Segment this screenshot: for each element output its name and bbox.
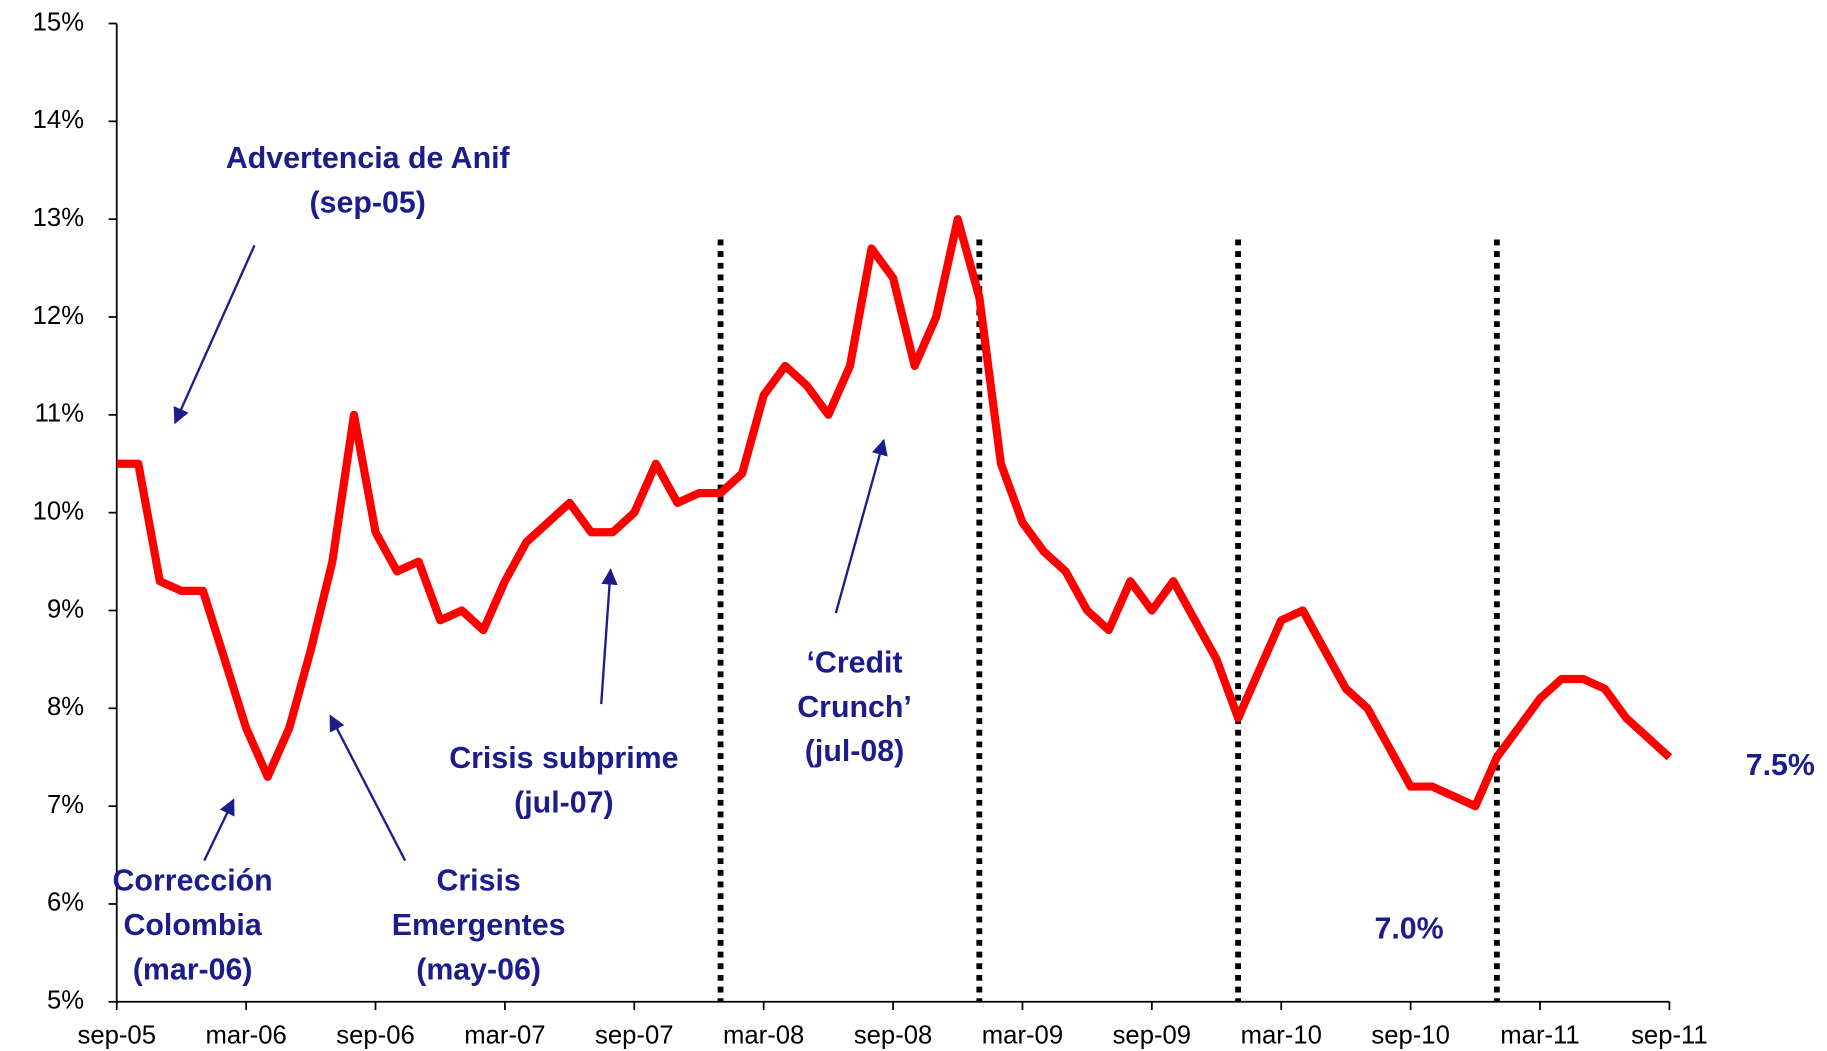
annotation: (may-06) (416, 953, 541, 986)
annotation: (sep-05) (310, 186, 426, 219)
annotation: ‘Credit (806, 646, 902, 679)
annotation: (jul-07) (514, 787, 613, 820)
arrow (329, 714, 407, 862)
y-tick-label: 6% (47, 889, 84, 917)
x-tick-label: mar-06 (205, 1022, 286, 1050)
x-tick-label: sep-05 (77, 1022, 156, 1050)
x-tick-label: sep-11 (1631, 1022, 1708, 1050)
y-tick-label: 8% (47, 693, 84, 721)
annotation: (mar-06) (133, 953, 253, 986)
y-tick-label: 13% (33, 204, 84, 232)
annotation: (jul-08) (805, 735, 904, 768)
y-tick-label: 11% (35, 400, 84, 428)
annotation: Colombia (123, 909, 262, 942)
x-tick-label: sep-10 (1371, 1022, 1450, 1050)
arrow (834, 438, 888, 614)
annotation: 7.0% (1374, 913, 1443, 946)
x-tick-label: mar-07 (464, 1022, 545, 1050)
x-tick-label: mar-10 (1241, 1022, 1322, 1050)
x-tick-label: mar-09 (982, 1022, 1063, 1050)
x-tick-label: sep-08 (854, 1022, 933, 1050)
y-tick-label: 15% (33, 8, 84, 36)
annotation: Corrección (113, 865, 273, 898)
y-tick-label: 5% (47, 987, 84, 1015)
y-tick-label: 10% (33, 497, 84, 525)
data-line (116, 215, 1673, 811)
y-tick-label: 14% (33, 106, 84, 134)
x-tick-label: sep-06 (336, 1022, 414, 1050)
annotation: Crisis subprime (449, 742, 678, 775)
y-tick-label: 9% (47, 595, 84, 623)
annotation: Crunch’ (797, 691, 912, 724)
x-tick-label: sep-09 (1113, 1022, 1192, 1050)
x-tick-label: sep-07 (595, 1022, 674, 1050)
annotation-arrows (173, 244, 888, 862)
annotation: Advertencia de Anif (226, 142, 511, 175)
x-tick-label: mar-08 (723, 1022, 804, 1050)
arrow (600, 568, 618, 705)
y-tick-label: 7% (47, 791, 84, 819)
annotation: Crisis (436, 865, 520, 898)
y-tick-label: 12% (33, 302, 84, 330)
arrow (173, 244, 256, 425)
annotation: 7.5% (1746, 749, 1815, 782)
arrow (203, 798, 235, 862)
annotation: Emergentes (392, 909, 566, 942)
x-tick-label: mar-11 (1500, 1022, 1579, 1050)
